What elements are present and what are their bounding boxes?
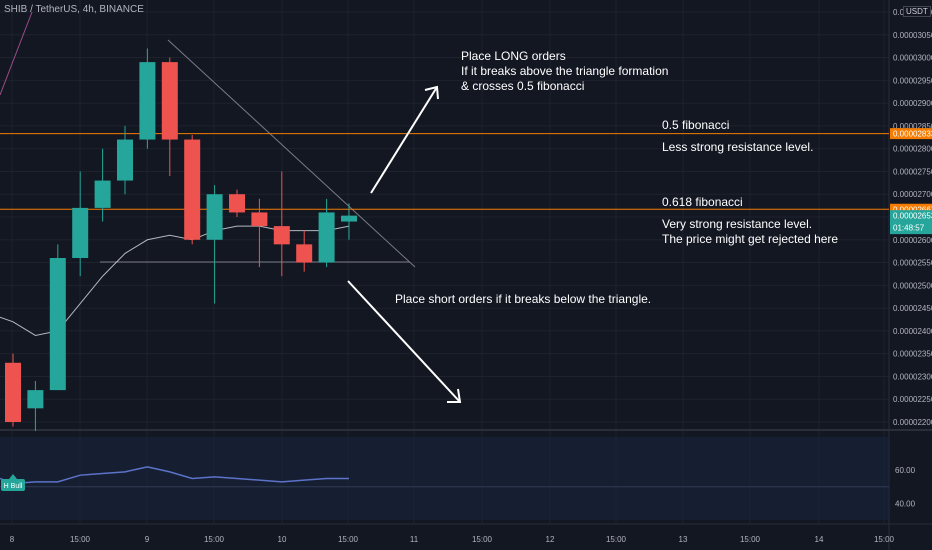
candle-up (139, 62, 156, 140)
long-note-line: & crosses 0.5 fibonacci (461, 79, 585, 93)
candle-down (229, 194, 245, 213)
fib-05-note: Less strong resistance level. (662, 140, 814, 154)
candle-down (251, 212, 268, 227)
chart-title: SHIB / TetherUS, 4h, BINANCE (4, 4, 144, 15)
fib-0618-price-tag: 0.00002667 (893, 205, 932, 214)
candle-up (94, 180, 111, 208)
price-tick-label: 0.00002500 (893, 281, 932, 290)
price-tick-label: 0.00003050 (893, 31, 932, 40)
price-tick-label: 0.00002850 (893, 122, 932, 131)
price-tick-label: 0.00002350 (893, 350, 932, 359)
time-axis[interactable]: 8 15:00 9 15:00 10 15:00 11 15:00 12 15:00 13 15:00… (10, 535, 895, 544)
bull-badge (1, 479, 25, 491)
time-tick-label: 9 (145, 535, 150, 544)
time-tick-label: 15:00 (204, 535, 225, 544)
time-tick-label: 15:00 (740, 535, 761, 544)
bull-badge-pointer-icon (9, 474, 17, 479)
price-tick-label: 0.00002700 (893, 190, 932, 199)
long-orders-note: Place LONG orders If it breaks above the… (461, 49, 668, 94)
time-tick-label: 15:00 (472, 535, 493, 544)
time-tick-label: 13 (679, 535, 688, 544)
candle-down (296, 244, 313, 263)
short-arrow-head-icon (447, 388, 462, 403)
last-price-tag: 0.00002653 (893, 212, 932, 221)
indicator-pane: H Bull (0, 437, 889, 520)
bull-badge-label: H Bull (4, 483, 23, 490)
candle-up (341, 215, 357, 222)
candle-down (184, 139, 201, 240)
indicator-tick-label: 60.00 (895, 466, 916, 475)
price-tick-label: 0.00002750 (893, 167, 932, 176)
price-tick-label: 0.00002250 (893, 395, 932, 404)
price-tick-label: 0.00002550 (893, 259, 932, 268)
time-tick-label: 11 (410, 535, 419, 544)
time-tick-label: 10 (278, 535, 287, 544)
long-note-line: If it breaks above the triangle formatio… (461, 64, 669, 78)
trend-line-left (0, 11, 33, 96)
candle-up (27, 390, 44, 409)
annotation-arrows (347, 85, 462, 403)
fib-0618-note: Very strong resistance level. The price … (662, 217, 838, 247)
time-tick-label: 15:00 (338, 535, 359, 544)
time-tick-label: 8 (10, 535, 15, 544)
time-tick-label: 15:00 (70, 535, 91, 544)
fib-0618-price-tag-bg (890, 203, 932, 215)
indicator-line (0, 466, 349, 485)
fib-05-price-tag-bg (890, 128, 932, 140)
fib-0618-note-line: Very strong resistance level. (662, 217, 813, 231)
price-tick-label: 0.00002300 (893, 372, 932, 381)
time-tick-label: 14 (815, 535, 824, 544)
triangle-upper-line (167, 39, 416, 268)
fib-0618-note-line: The price might get rejected here (662, 232, 839, 246)
indicator-band (0, 437, 889, 520)
price-tick-label: 0.00002600 (893, 236, 932, 245)
short-orders-note: Place short orders if it breaks below th… (395, 292, 652, 306)
price-pane (0, 11, 889, 432)
long-arrow-head-icon (424, 85, 439, 100)
price-tick-label: 0.00003000 (893, 54, 932, 63)
price-tick-label: 0.00002400 (893, 327, 932, 336)
fib-05-price-tag: 0.00002833 (893, 130, 932, 139)
time-tick-label: 15:00 (874, 535, 895, 544)
price-tick-label: 0.00002200 (893, 418, 932, 427)
candle-up (49, 258, 66, 391)
price-tick-label: 0.00002450 (893, 304, 932, 313)
fib-0618-label: 0.618 fibonacci (662, 195, 743, 209)
indicator-tick-label: 40.00 (895, 499, 916, 508)
long-arrow-icon (370, 86, 438, 194)
last-price-tag-bg (890, 210, 932, 235)
short-arrow-icon (347, 280, 461, 403)
long-note-line: Place LONG orders (461, 49, 566, 63)
candle-down (5, 362, 21, 422)
fib-05-label: 0.5 fibonacci (662, 118, 730, 132)
candle-up (72, 207, 89, 258)
last-price-tag-countdown: 01:48:57 (893, 224, 925, 233)
price-tick-label: 0.00002800 (893, 145, 932, 154)
time-tick-label: 12 (546, 535, 555, 544)
time-tick-label: 15:00 (606, 535, 627, 544)
price-tick-label: 0.00002900 (893, 99, 932, 108)
currency-label[interactable]: USDT (903, 6, 931, 17)
price-tick-label: 0.00002950 (893, 76, 932, 85)
candle-up (117, 139, 133, 181)
candle-up (206, 194, 223, 240)
candle-down (273, 226, 290, 245)
candle-down (161, 62, 178, 140)
candle-up (318, 212, 335, 263)
price-axis[interactable]: 0.000031000.000030500.000030000.00002950… (890, 8, 932, 508)
